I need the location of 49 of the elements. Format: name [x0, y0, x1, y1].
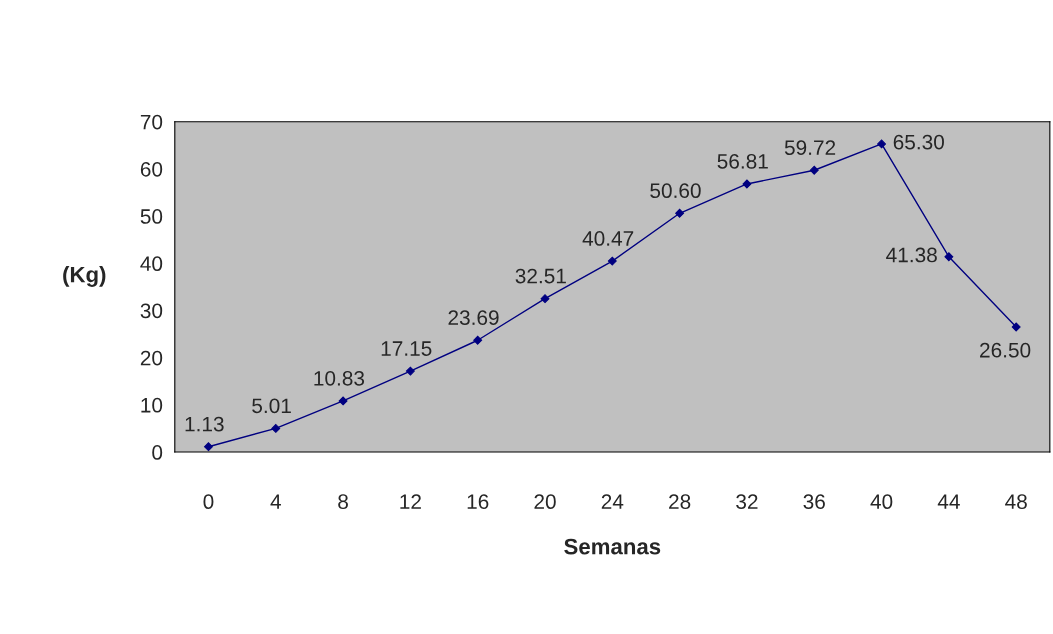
- point: [742, 179, 752, 189]
- y-tick-label: 50: [140, 209, 163, 224]
- data-label: 65.30: [893, 134, 944, 150]
- data-label: 41.38: [886, 247, 937, 263]
- point: [675, 208, 685, 218]
- x-tick-label: 24: [601, 494, 624, 509]
- x-tick-label: 32: [736, 494, 758, 510]
- point: [540, 294, 550, 304]
- x-tick-label: 48: [1005, 494, 1027, 510]
- x-tick-label: 28: [669, 494, 691, 510]
- data-label: 59.72: [784, 140, 836, 156]
- point: [1011, 322, 1021, 332]
- x-tick-label: 36: [803, 494, 825, 510]
- y-tick-label: 60: [140, 161, 163, 177]
- y-tick-label: 70: [140, 114, 163, 130]
- y-tick-label: 40: [140, 256, 163, 272]
- data-label: 56.81: [717, 153, 768, 169]
- point: [607, 256, 617, 266]
- y-tick-label: 30: [140, 303, 163, 319]
- x-tick-label: 12: [400, 494, 421, 509]
- x-tick-label: 20: [534, 494, 556, 510]
- data-label: 32.51: [515, 268, 566, 284]
- point: [473, 335, 483, 345]
- data-label: 1.13: [185, 416, 224, 432]
- x-tick-label: 44: [937, 494, 960, 509]
- point: [204, 442, 213, 452]
- x-tick-label: 16: [467, 494, 489, 510]
- y-axis-title: (Kg): [63, 266, 106, 287]
- data-label: 5.01: [252, 398, 291, 414]
- data-label: 10.83: [314, 370, 365, 386]
- x-tick-label: 40: [870, 494, 893, 510]
- data-label: 23.69: [448, 310, 499, 326]
- point: [809, 165, 819, 175]
- y-tick-label: 0: [152, 445, 163, 460]
- data-label: 17.15: [381, 341, 432, 356]
- data-label: 26.50: [980, 342, 1031, 358]
- x-tick-label: 4: [270, 494, 281, 509]
- point: [338, 396, 348, 406]
- point: [271, 423, 281, 433]
- y-tick-label: 20: [140, 350, 163, 366]
- x-axis-title: Semanas: [564, 538, 661, 555]
- y-tick-label: 10: [141, 397, 163, 413]
- data-label: 50.60: [650, 183, 701, 199]
- x-tick-label: 8: [338, 494, 348, 510]
- point: [405, 366, 415, 376]
- point: [877, 139, 887, 149]
- data-label: 40.47: [582, 231, 634, 246]
- point: [944, 252, 954, 262]
- x-tick-label: 0: [203, 494, 214, 510]
